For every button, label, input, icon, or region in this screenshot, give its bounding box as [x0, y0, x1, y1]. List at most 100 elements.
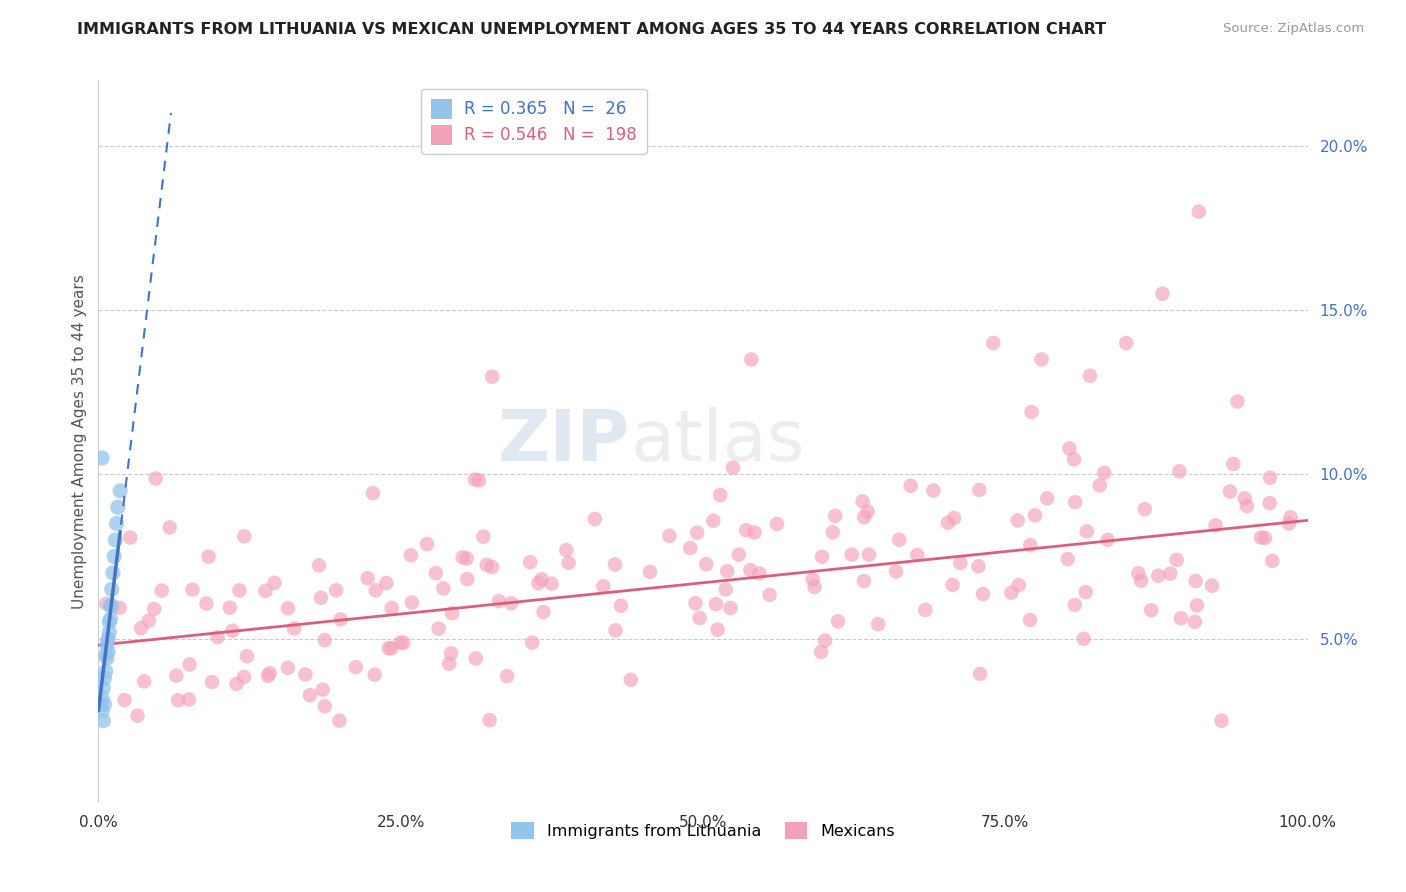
Mexicans [1064, 495, 1087, 509]
Immigrants from Lithuania [100, 599, 122, 613]
Mexicans [803, 580, 825, 594]
Mexicans [1024, 508, 1046, 523]
Mexicans [1211, 714, 1233, 728]
Immigrants from Lithuania [103, 549, 125, 564]
Mexicans [522, 635, 544, 649]
Immigrants from Lithuania [105, 516, 128, 531]
Mexicans [936, 516, 959, 530]
Mexicans [308, 558, 330, 573]
Mexicans [1076, 524, 1098, 539]
Mexicans [1250, 531, 1272, 545]
Mexicans [695, 558, 717, 572]
Mexicans [841, 548, 863, 562]
Text: atlas: atlas [630, 407, 804, 476]
Immigrants from Lithuania [91, 704, 114, 718]
Mexicans [603, 558, 626, 572]
Mexicans [914, 603, 936, 617]
Mexicans [1088, 478, 1111, 492]
Immigrants from Lithuania [98, 615, 121, 630]
Mexicans [1019, 613, 1042, 627]
Mexicans [478, 713, 501, 727]
Immigrants from Lithuania [97, 645, 120, 659]
Mexicans [475, 558, 498, 572]
Mexicans [464, 473, 486, 487]
Mexicans [942, 578, 965, 592]
Mexicans [401, 596, 423, 610]
Mexicans [283, 622, 305, 636]
Mexicans [1254, 531, 1277, 545]
Mexicans [236, 649, 259, 664]
Mexicans [1258, 496, 1281, 510]
Mexicans [852, 574, 875, 588]
Mexicans [377, 641, 399, 656]
Mexicans [905, 548, 928, 562]
Immigrants from Lithuania [93, 698, 115, 712]
Mexicans [1140, 603, 1163, 617]
Mexicans [972, 587, 994, 601]
Mexicans [150, 583, 173, 598]
Mexicans [868, 617, 890, 632]
Text: ZIP: ZIP [498, 407, 630, 476]
Mexicans [530, 572, 553, 586]
Mexicans [1184, 574, 1206, 588]
Mexicans [1152, 286, 1174, 301]
Mexicans [201, 675, 224, 690]
Immigrants from Lithuania [90, 698, 112, 712]
Mexicans [721, 460, 744, 475]
Mexicans [257, 669, 280, 683]
Mexicans [399, 548, 422, 562]
Mexicans [218, 600, 240, 615]
Immigrants from Lithuania [100, 582, 122, 597]
Mexicans [592, 579, 614, 593]
Text: IMMIGRANTS FROM LITHUANIA VS MEXICAN UNEMPLOYMENT AMONG AGES 35 TO 44 YEARS CORR: IMMIGRANTS FROM LITHUANIA VS MEXICAN UNE… [77, 22, 1107, 37]
Mexicans [1226, 394, 1249, 409]
Mexicans [440, 646, 463, 660]
Mexicans [451, 550, 474, 565]
Mexicans [1036, 491, 1059, 506]
Legend: Immigrants from Lithuania, Mexicans: Immigrants from Lithuania, Mexicans [505, 816, 901, 846]
Mexicans [714, 582, 737, 597]
Mexicans [181, 582, 204, 597]
Mexicans [225, 677, 247, 691]
Mexicans [1059, 442, 1081, 456]
Immigrants from Lithuania [101, 566, 124, 580]
Immigrants from Lithuania [94, 665, 117, 679]
Mexicans [740, 563, 762, 577]
Mexicans [312, 682, 335, 697]
Immigrants from Lithuania [91, 714, 114, 728]
Mexicans [167, 693, 190, 707]
Mexicans [949, 556, 972, 570]
Immigrants from Lithuania [98, 625, 121, 640]
Mexicans [165, 668, 187, 682]
Mexicans [704, 597, 727, 611]
Mexicans [540, 576, 562, 591]
Mexicans [134, 674, 156, 689]
Mexicans [263, 575, 285, 590]
Mexicans [380, 641, 402, 656]
Mexicans [1205, 518, 1227, 533]
Mexicans [325, 583, 347, 598]
Mexicans [638, 565, 661, 579]
Mexicans [1159, 566, 1181, 581]
Mexicans [605, 624, 627, 638]
Mexicans [299, 688, 322, 702]
Mexicans [1201, 579, 1223, 593]
Text: Source: ZipAtlas.com: Source: ZipAtlas.com [1223, 22, 1364, 36]
Mexicans [456, 572, 478, 586]
Mexicans [314, 699, 336, 714]
Mexicans [686, 525, 709, 540]
Immigrants from Lithuania [104, 533, 127, 547]
Mexicans [1233, 491, 1256, 506]
Mexicans [179, 657, 201, 672]
Mexicans [177, 692, 200, 706]
Mexicans [557, 556, 579, 570]
Mexicans [827, 615, 849, 629]
Mexicans [159, 520, 181, 534]
Mexicans [381, 601, 404, 615]
Immigrants from Lithuania [108, 483, 131, 498]
Mexicans [922, 483, 945, 498]
Mexicans [145, 471, 167, 485]
Mexicans [969, 666, 991, 681]
Mexicans [519, 555, 541, 569]
Mexicans [97, 633, 120, 648]
